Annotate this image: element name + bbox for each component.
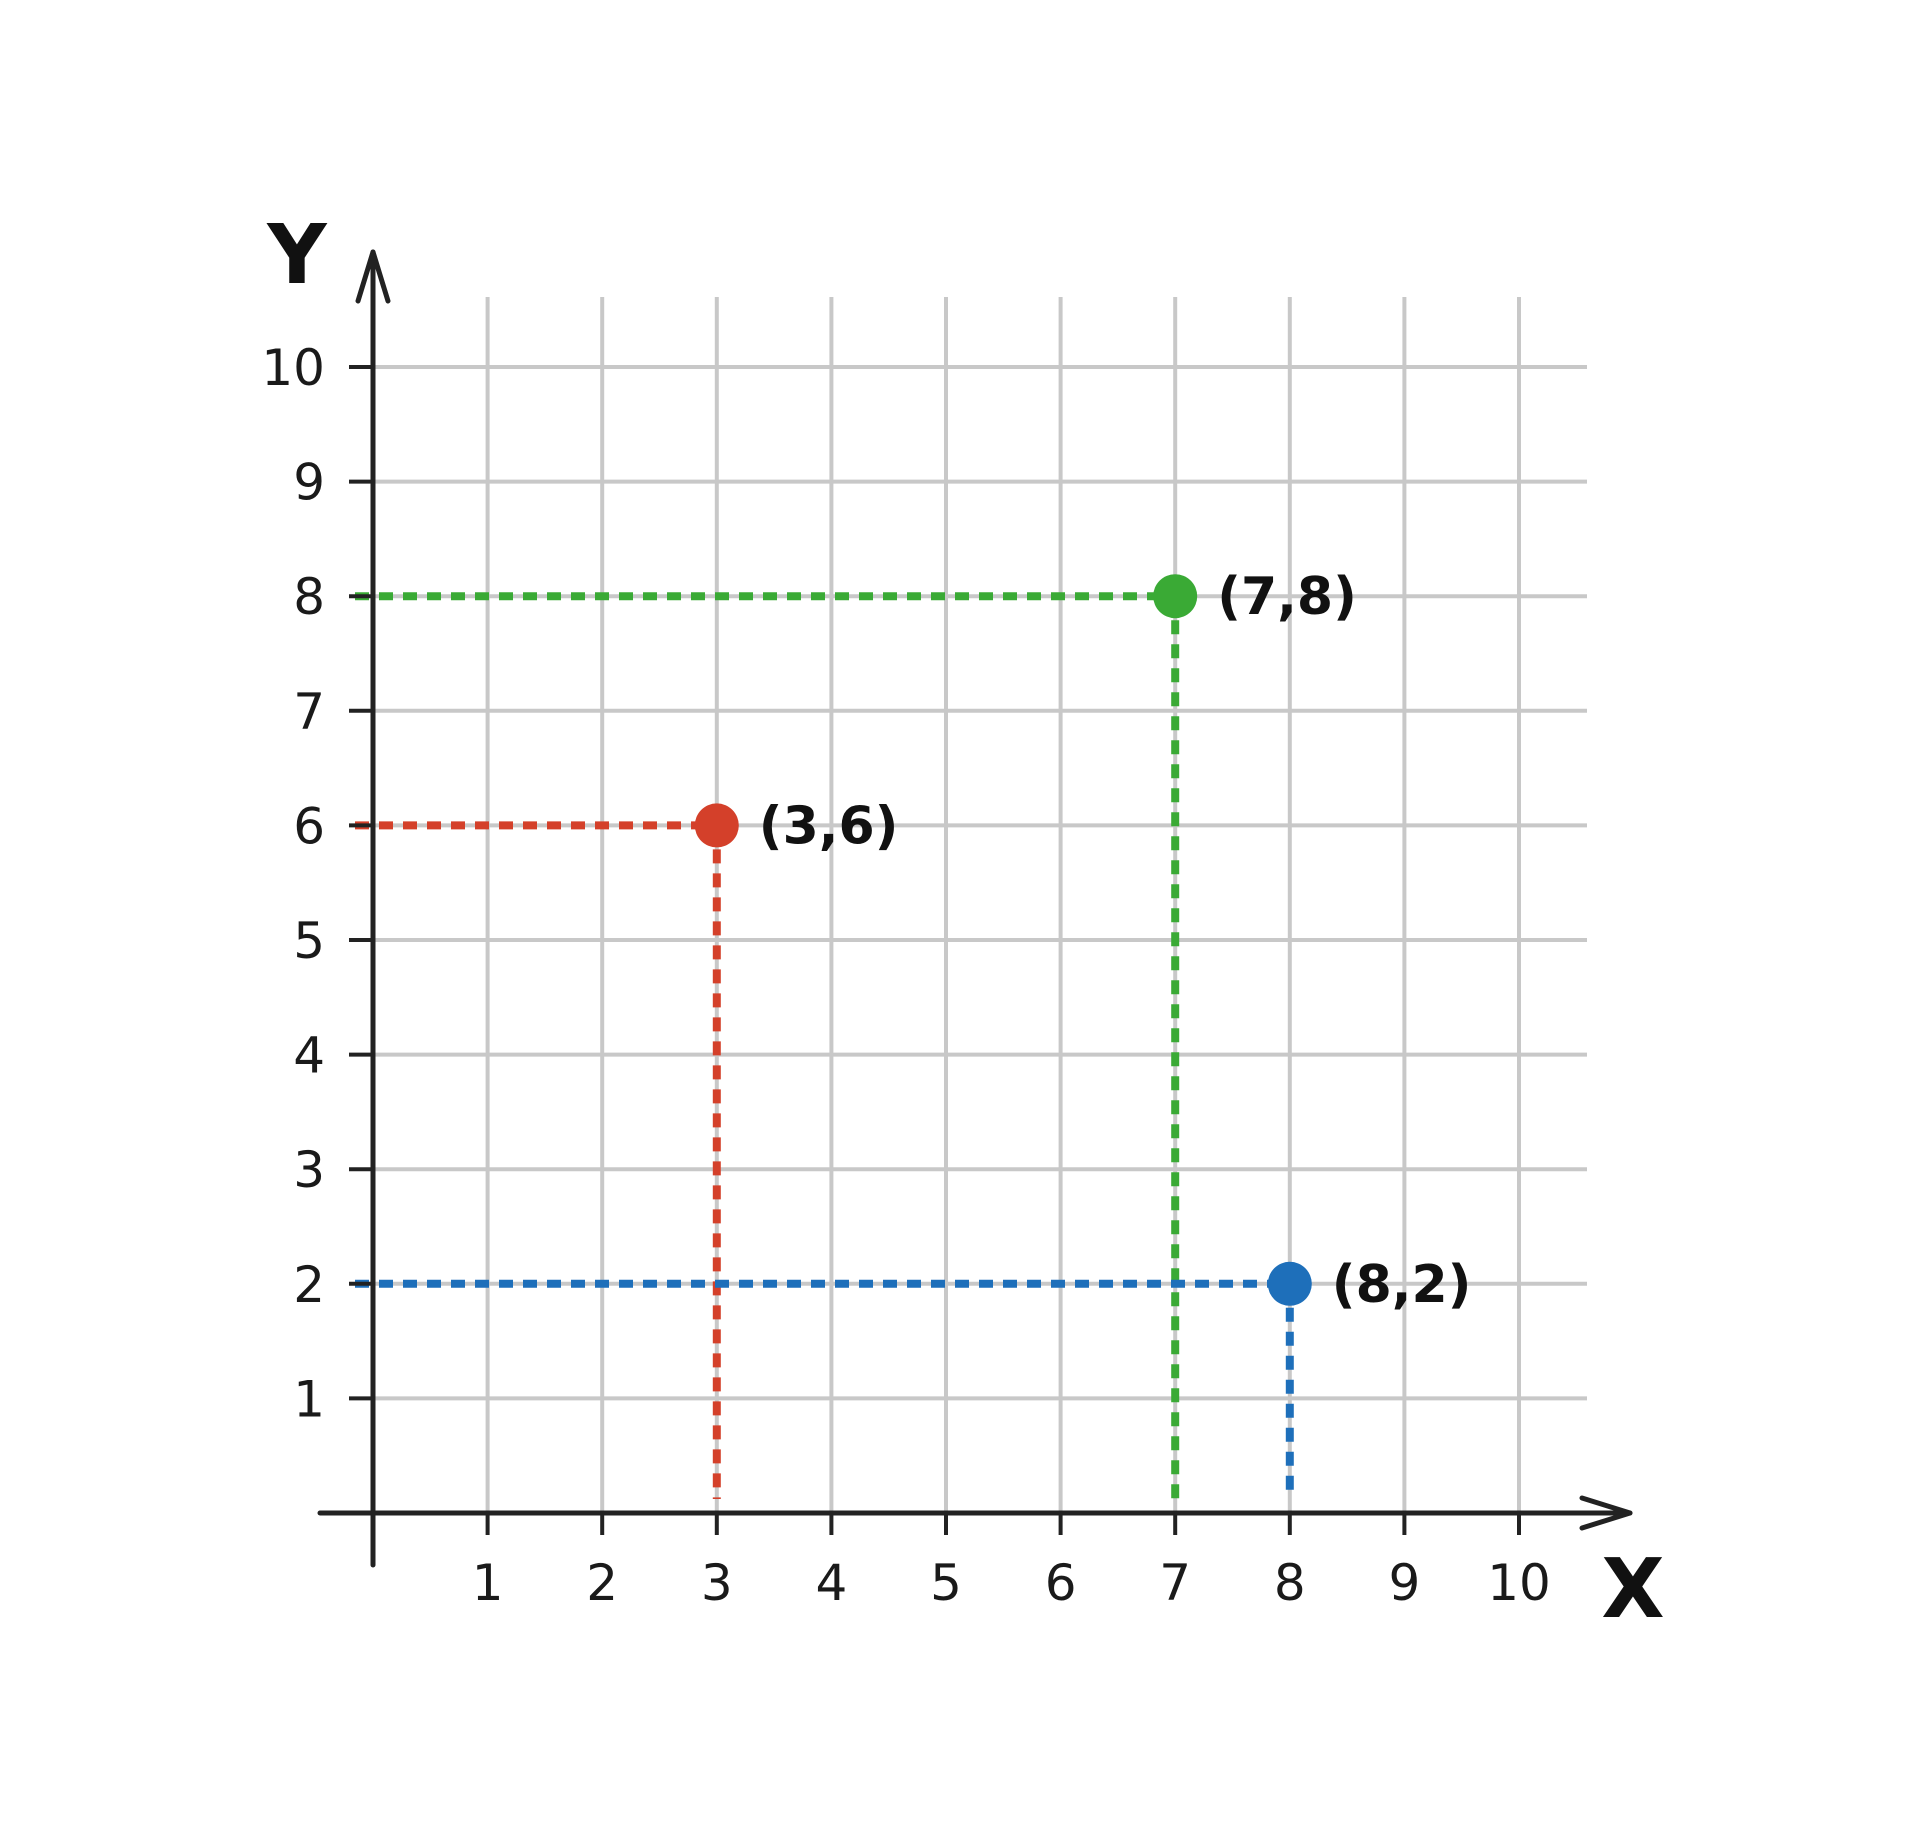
x-tick-label: 2 <box>586 1554 618 1612</box>
y-tick-label: 1 <box>293 1370 325 1428</box>
data-point <box>1267 1261 1312 1306</box>
x-tick-label: 9 <box>1388 1554 1420 1612</box>
x-axis-title: X <box>1601 1542 1664 1637</box>
y-tick-label: 10 <box>261 339 325 397</box>
data-points: (3,6) (7,8) (8,2) <box>694 567 1472 1315</box>
grid <box>373 297 1587 1513</box>
x-tick-label: 10 <box>1487 1554 1551 1612</box>
x-tick-label: 7 <box>1159 1554 1191 1612</box>
x-tick-label: 1 <box>472 1554 504 1612</box>
data-point-label: (8,2) <box>1332 1255 1472 1315</box>
x-tick-label: 6 <box>1045 1554 1077 1612</box>
data-point-label: (3,6) <box>759 796 899 856</box>
y-tick-label: 8 <box>293 568 325 626</box>
y-tick-label: 7 <box>293 683 325 741</box>
projection-guides <box>355 592 1294 1499</box>
data-point-label: (7,8) <box>1217 567 1357 627</box>
axes <box>317 249 1633 1568</box>
y-tick-label: 4 <box>293 1027 325 1085</box>
data-point <box>1153 574 1198 619</box>
y-tick-label: 9 <box>293 454 325 512</box>
y-tick-label: 3 <box>293 1141 325 1199</box>
x-tick-label: 5 <box>930 1554 962 1612</box>
y-tick-label: 2 <box>293 1256 325 1314</box>
x-tick-label: 4 <box>815 1554 847 1612</box>
x-tick-label: 3 <box>701 1554 733 1612</box>
y-axis-arrowhead <box>355 249 391 304</box>
y-axis-title: Y <box>266 208 328 303</box>
ticks: 1 2 3 4 5 6 7 8 9 10 1 2 3 4 5 6 7 8 9 10 <box>261 339 1550 1612</box>
y-tick-label: 5 <box>293 912 325 970</box>
x-tick-label: 8 <box>1274 1554 1306 1612</box>
x-axis-arrowhead <box>1579 1495 1633 1531</box>
y-tick-label: 6 <box>293 797 325 855</box>
data-point <box>694 803 739 848</box>
